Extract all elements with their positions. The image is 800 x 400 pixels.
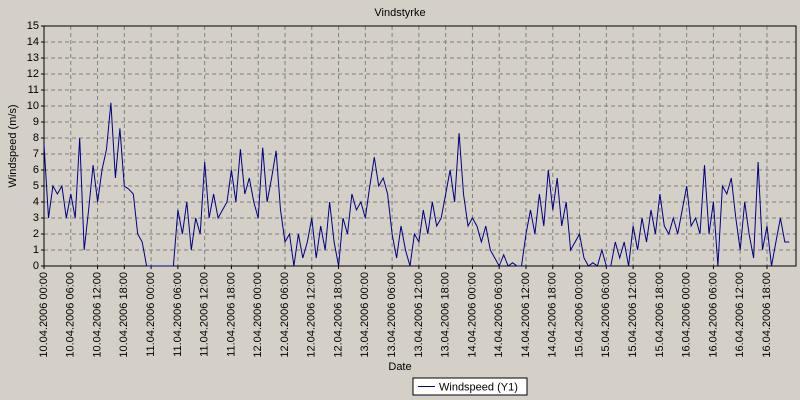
x-tick-label: 12.04.2006 06:00 bbox=[279, 272, 291, 358]
x-tick-label: 14.04.2006 00:00 bbox=[466, 272, 478, 358]
y-tick-label: 11 bbox=[28, 84, 39, 96]
x-tick-label: 15.04.2006 18:00 bbox=[654, 272, 666, 358]
x-tick-label: 16.04.2006 06:00 bbox=[707, 272, 719, 358]
x-tick-label: 13.04.2006 18:00 bbox=[440, 272, 452, 358]
y-tick-label: 4 bbox=[33, 196, 39, 208]
y-tick-label: 15 bbox=[27, 20, 39, 32]
x-tick-label: 15.04.2006 06:00 bbox=[600, 272, 612, 358]
series-line bbox=[43, 102, 790, 268]
x-tick-label: 10.04.2006 18:00 bbox=[118, 272, 130, 358]
x-tick-label: 12.04.2006 12:00 bbox=[306, 272, 318, 358]
x-tick-label: 15.04.2006 12:00 bbox=[627, 272, 639, 358]
y-tick-label: 12 bbox=[27, 68, 39, 80]
x-tick-label: 10.04.2006 00:00 bbox=[38, 272, 50, 358]
x-tick-label: 14.04.2006 06:00 bbox=[493, 272, 505, 358]
y-tick-label: 0 bbox=[33, 260, 39, 272]
x-axis-label: Date bbox=[388, 361, 411, 373]
x-tick-label: 16.04.2006 00:00 bbox=[681, 272, 693, 358]
x-tick-label: 11.04.2006 06:00 bbox=[172, 272, 184, 357]
x-tick-label: 16.04.2006 18:00 bbox=[761, 272, 773, 358]
legend-label: Windspeed (Y1) bbox=[439, 381, 518, 393]
x-tick-label: 13.04.2006 06:00 bbox=[386, 272, 398, 358]
x-tick-label: 11.04.2006 18:00 bbox=[225, 272, 237, 357]
y-tick-label: 3 bbox=[33, 212, 39, 224]
y-tick-label: 9 bbox=[33, 116, 39, 128]
x-tick-label: 16.04.2006 12:00 bbox=[734, 272, 746, 358]
y-tick-label: 1 bbox=[33, 244, 39, 256]
y-tick-label: 10 bbox=[27, 100, 39, 112]
y-tick-label: 8 bbox=[33, 132, 39, 144]
y-axis-label: Windspeed (m/s) bbox=[7, 104, 19, 187]
y-tick-label: 2 bbox=[33, 228, 39, 240]
legend-box bbox=[412, 377, 528, 396]
x-tick-label: 11.04.2006 12:00 bbox=[199, 272, 211, 357]
x-tick-label: 15.04.2006 00:00 bbox=[573, 272, 585, 358]
plot-area bbox=[44, 26, 796, 266]
x-tick-label: 13.04.2006 00:00 bbox=[359, 272, 371, 358]
chart-title: Vindstyrke bbox=[374, 7, 425, 19]
x-tick-label: 14.04.2006 12:00 bbox=[520, 272, 532, 358]
y-tick-label: 5 bbox=[33, 180, 39, 192]
x-tick-label: 12.04.2006 18:00 bbox=[332, 272, 344, 358]
y-tick-label: 13 bbox=[27, 52, 39, 64]
y-tick-label: 7 bbox=[33, 148, 39, 160]
x-tick-label: 10.04.2006 06:00 bbox=[65, 272, 77, 358]
x-tick-label: 11.04.2006 00:00 bbox=[145, 272, 157, 357]
y-tick-label: 14 bbox=[27, 36, 39, 48]
x-tick-label: 12.04.2006 00:00 bbox=[252, 272, 264, 358]
y-tick-label: 6 bbox=[33, 164, 39, 176]
x-tick-label: 10.04.2006 12:00 bbox=[91, 272, 103, 358]
x-tick-label: 13.04.2006 12:00 bbox=[413, 272, 425, 358]
x-tick-label: 14.04.2006 18:00 bbox=[547, 272, 559, 358]
